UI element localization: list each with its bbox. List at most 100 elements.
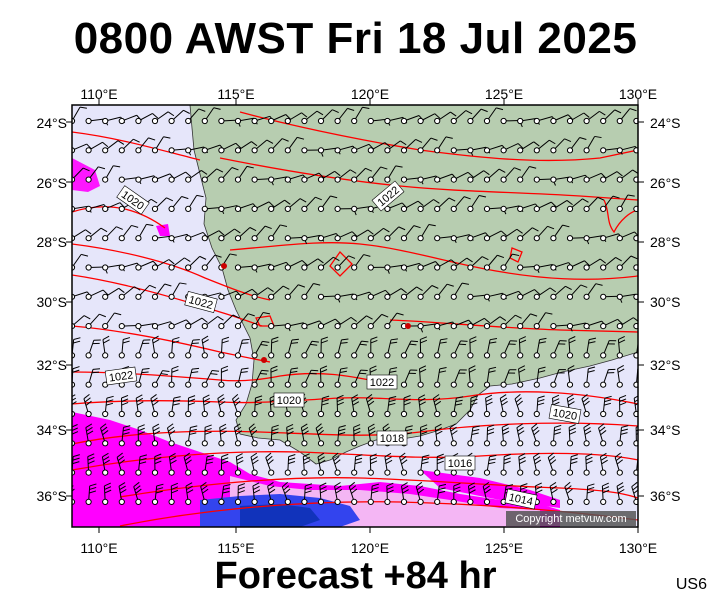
- wind-barb-feather: [242, 338, 250, 341]
- wind-barb-feather: [204, 431, 212, 435]
- wind-barb-feather: [262, 312, 271, 315]
- wind-barb-feather: [213, 107, 221, 110]
- wind-barb-feather: [401, 485, 409, 491]
- wind-barb-feather: [472, 425, 480, 428]
- wind-barb-feather: [598, 423, 605, 429]
- svg-text:1022: 1022: [108, 369, 134, 384]
- wind-barb-feather: [160, 373, 168, 376]
- wind-barb-feather: [229, 253, 237, 256]
- wind-barb-feather: [531, 423, 538, 429]
- wind-barb-feather: [619, 401, 627, 406]
- wind-barb-feather: [271, 336, 279, 340]
- wind-station: [450, 117, 457, 125]
- wind-station: [185, 410, 192, 418]
- wind-station: [600, 410, 607, 418]
- wind-station: [102, 293, 109, 300]
- wind-station: [384, 498, 391, 505]
- wind-barb-feather: [532, 426, 539, 432]
- lat-label: 24°S: [650, 115, 681, 131]
- wind-station: [185, 264, 192, 271]
- wind-station: [633, 323, 638, 330]
- wind-station: [500, 381, 507, 388]
- wind-barb-feather: [499, 316, 507, 321]
- lon-label: 120°E: [351, 86, 389, 102]
- wind-barb-feather: [232, 394, 239, 400]
- wind-barb-feather: [102, 456, 110, 461]
- wind-station: [251, 469, 258, 476]
- wind-barb-feather: [616, 482, 624, 487]
- wind-barb-feather: [446, 283, 454, 287]
- wind-barb-feather: [202, 394, 210, 399]
- wind-barb-feather: [221, 457, 229, 461]
- wind-barb-feather: [123, 425, 131, 428]
- wind-barb-feather: [380, 166, 388, 170]
- wind-barb-feather: [104, 489, 112, 494]
- wind-barb-feather: [254, 402, 262, 406]
- isobar-label: 1022: [366, 374, 398, 390]
- wind-station: [517, 440, 524, 447]
- wind-barb-feather: [617, 365, 624, 370]
- wind-barb-feather: [221, 453, 229, 458]
- wind-station: [334, 264, 341, 271]
- isobar-label: 1020: [273, 392, 305, 408]
- wind-station: [633, 117, 638, 125]
- wind-barb-feather: [514, 394, 521, 400]
- low-marker: [261, 357, 267, 363]
- wind-barb-feather: [420, 339, 428, 344]
- wind-station: [533, 323, 540, 330]
- wind-station: [533, 147, 540, 154]
- wind-barb-feather: [185, 171, 192, 178]
- wind-station: [301, 293, 308, 300]
- lat-label: 28°S: [36, 234, 67, 250]
- wind-station: [450, 469, 457, 476]
- wind-station: [467, 293, 474, 300]
- lat-label: 34°S: [36, 422, 67, 438]
- wind-station: [400, 410, 408, 418]
- wind-station: [400, 117, 408, 125]
- wind-barb-feather: [72, 488, 75, 492]
- wind-barb-feather: [439, 366, 447, 370]
- wind-station: [85, 205, 92, 212]
- wind-station: [384, 117, 391, 125]
- wind-barb-feather: [638, 341, 645, 343]
- wind-station: [517, 410, 524, 418]
- wind-station: [450, 352, 457, 359]
- wind-barb-feather: [206, 454, 214, 458]
- wind-station: [500, 323, 507, 330]
- wind-barb-feather: [205, 461, 213, 465]
- wind-barb-feather: [320, 365, 328, 370]
- wind-barb-feather: [637, 368, 638, 370]
- wind-barb-feather: [155, 490, 163, 494]
- wind-barb-feather: [400, 288, 407, 294]
- wind-station: [301, 323, 308, 330]
- wind-station: [168, 264, 175, 271]
- wind-barb-feather: [152, 400, 159, 406]
- wind-barb-feather: [453, 482, 461, 487]
- wind-station: [334, 117, 341, 125]
- wind-station: [483, 147, 491, 154]
- wind-station: [400, 147, 408, 154]
- wind-barb-feather: [405, 428, 413, 432]
- wind-station: [616, 293, 623, 300]
- wind-station: [600, 235, 607, 242]
- wind-barb-feather: [489, 454, 497, 458]
- wind-station: [483, 440, 491, 447]
- wind-barb-feather: [173, 396, 181, 399]
- wind-barb-feather: [271, 431, 279, 435]
- wind-barb-feather: [166, 197, 174, 202]
- wind-barb-feather: [505, 487, 513, 491]
- wind-station: [118, 117, 125, 125]
- wind-station: [500, 235, 507, 242]
- wind-barb-feather: [401, 482, 408, 487]
- wind-station: [268, 410, 275, 418]
- wind-barb-feather: [204, 424, 212, 428]
- wind-barb-feather: [338, 431, 346, 435]
- wind-station: [334, 205, 341, 212]
- isobar-labels: 1020 1022 1022 1022 1020 1022 1020 1018: [104, 180, 582, 510]
- wind-station: [201, 147, 208, 154]
- wind-barb-feather: [264, 225, 272, 230]
- wind-station: [533, 176, 540, 183]
- wind-barb-feather: [255, 398, 263, 403]
- wind-station: [616, 147, 623, 154]
- wind-barb-feather: [568, 401, 575, 406]
